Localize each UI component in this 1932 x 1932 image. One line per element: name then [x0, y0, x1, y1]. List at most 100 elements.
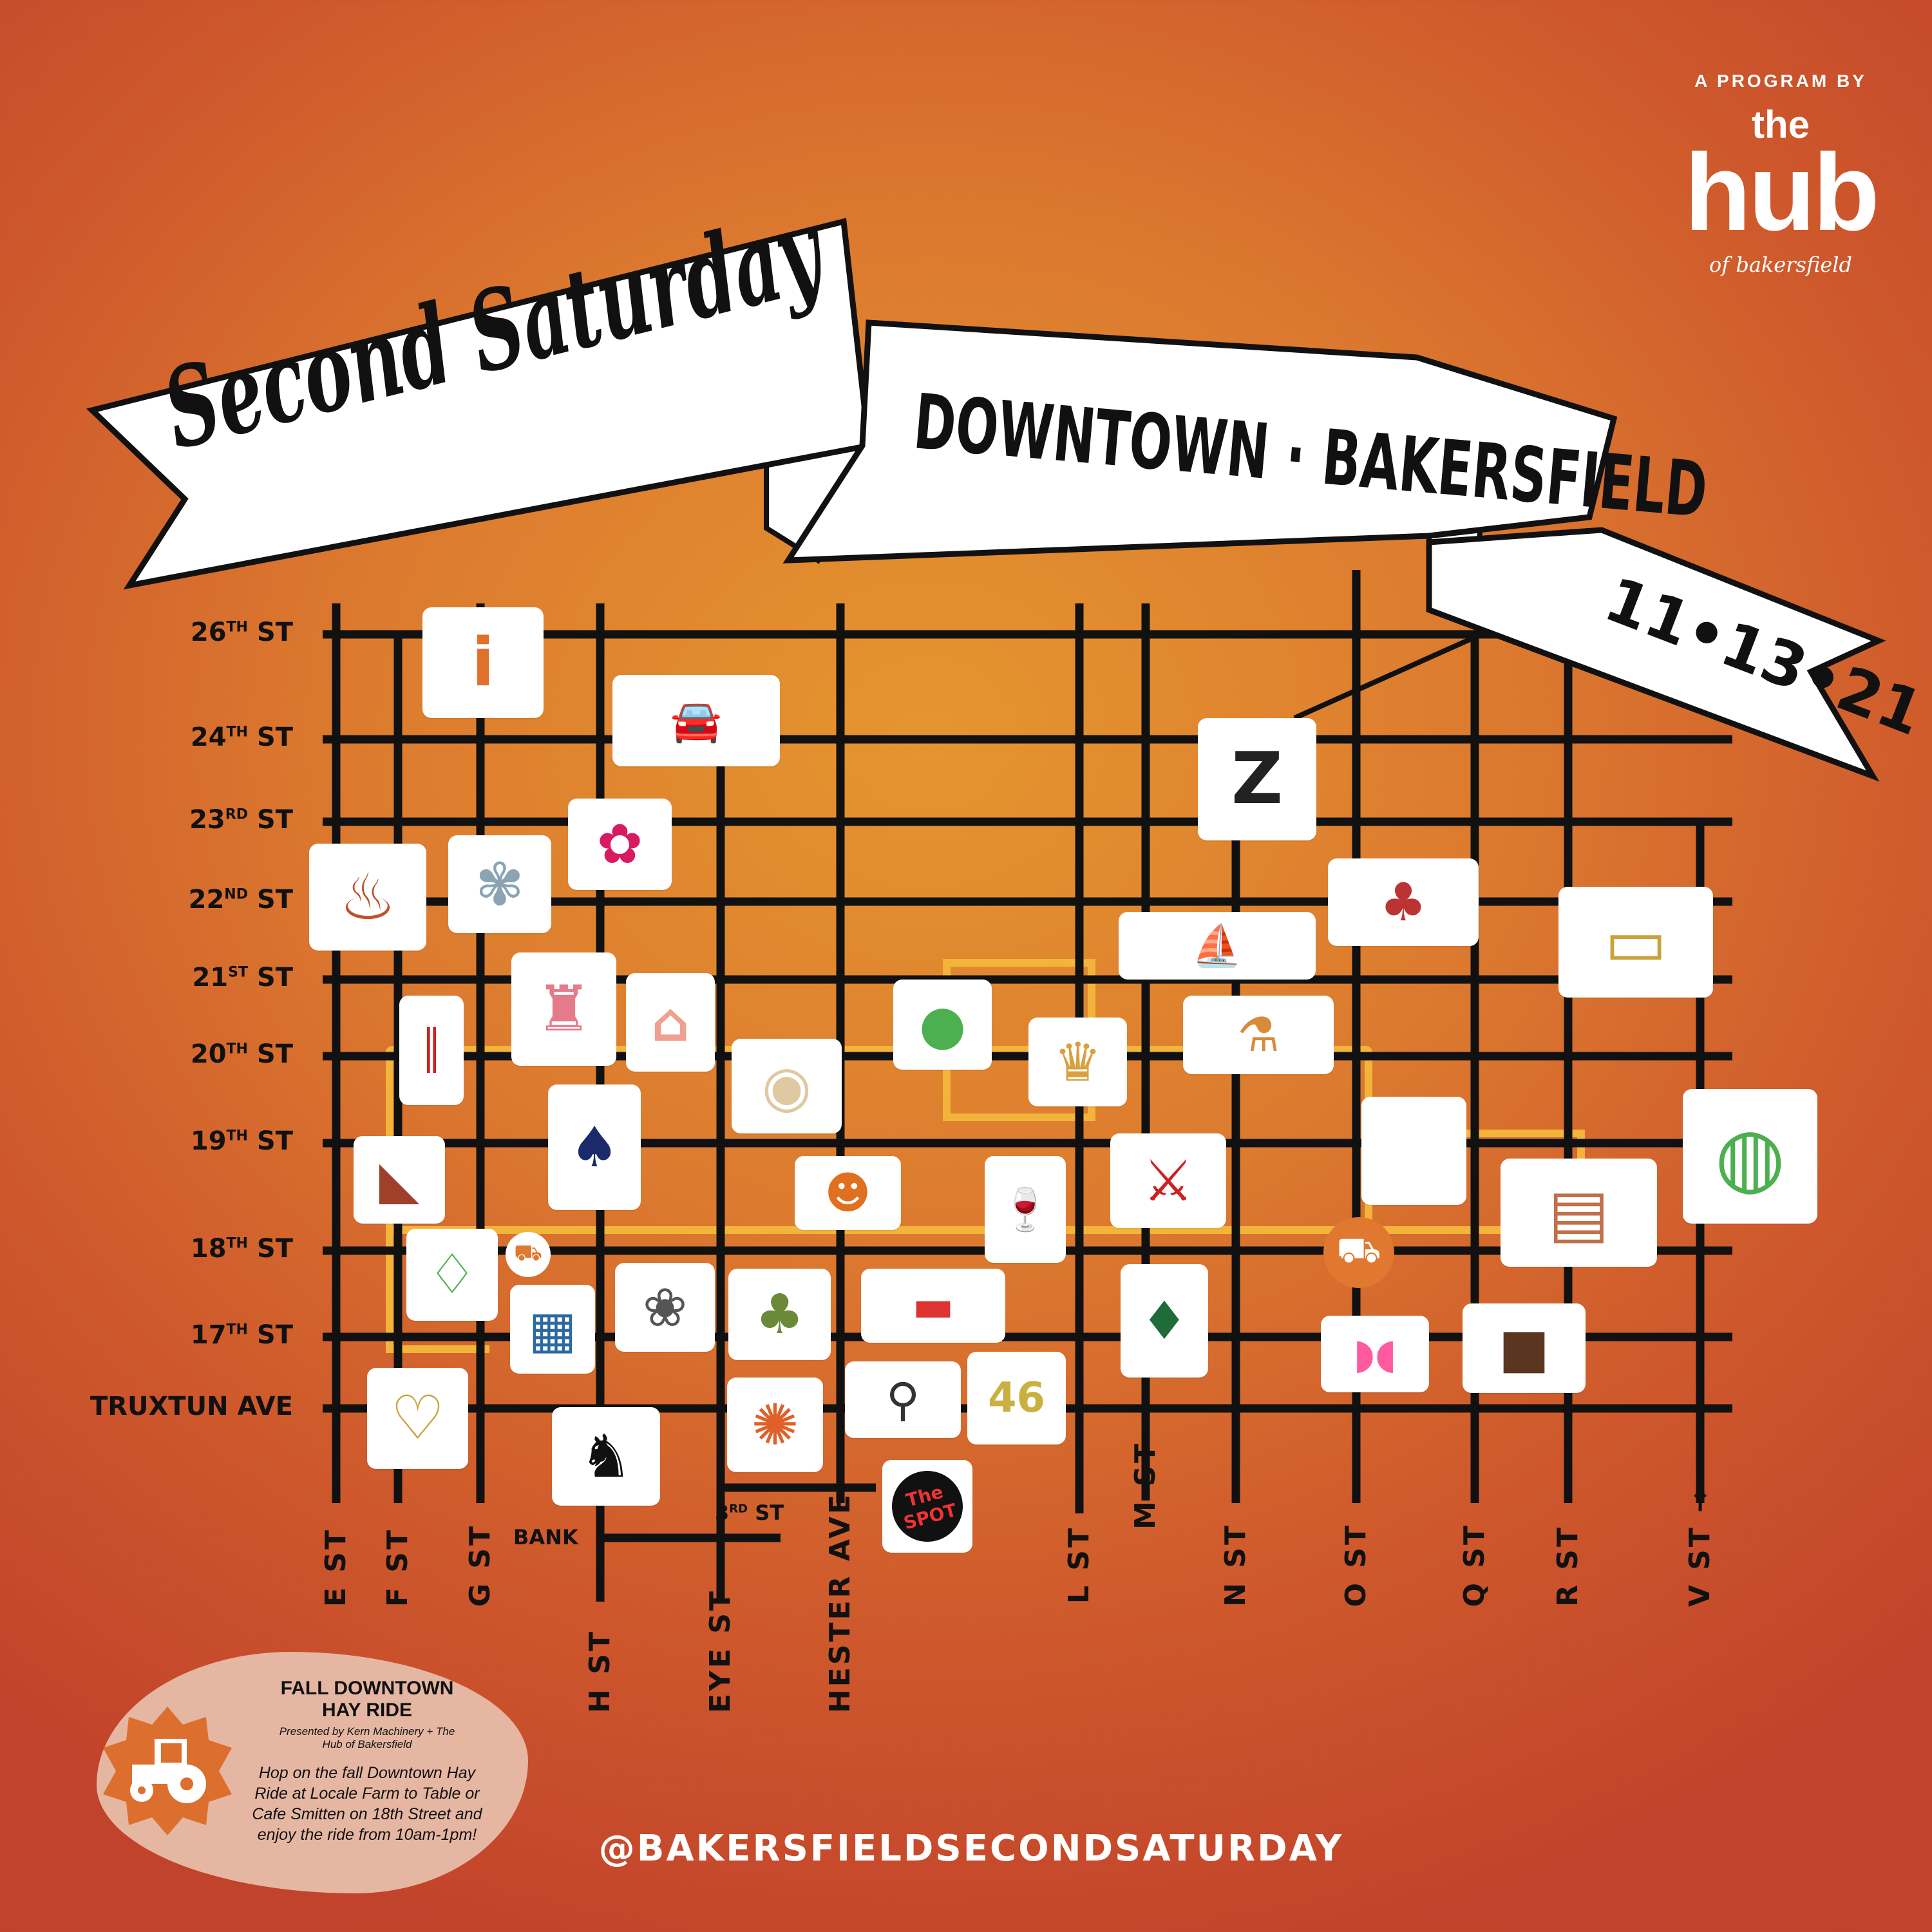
map-marker[interactable]: ♨: [309, 844, 426, 951]
ship-in-bottle-icon: ⛵: [1191, 922, 1243, 969]
street-number: 22: [188, 885, 225, 914]
map-marker[interactable]: i: [422, 607, 544, 718]
map-marker[interactable]: ◣: [354, 1136, 445, 1224]
grocery-bag-icon: ♜: [535, 972, 592, 1046]
wine-icon: 🍷: [999, 1186, 1051, 1234]
street-suffix-sup: TH: [226, 1041, 248, 1057]
map-marker[interactable]: [1361, 1097, 1466, 1205]
house-outline-icon: ⌂: [651, 991, 690, 1054]
street-label-vertical: Q ST: [1458, 1522, 1491, 1607]
radio-icon: ▤: [1548, 1175, 1610, 1251]
street-number: 18: [190, 1234, 227, 1264]
map-marker[interactable]: ✺: [727, 1378, 823, 1472]
grill-icon: ♨: [339, 860, 397, 934]
map-marker[interactable]: ♠: [548, 1084, 641, 1210]
hayride-title-2: HAY RIDE: [321, 1700, 413, 1721]
map-marker[interactable]: ▤: [1501, 1159, 1657, 1267]
map-marker[interactable]: ⚔: [1110, 1133, 1226, 1228]
street-label: TRUXTUN AVE: [16, 1392, 293, 1421]
map-marker[interactable]: ▦: [510, 1285, 595, 1374]
map-marker[interactable]: ♜: [511, 952, 616, 1066]
info-icon: i: [471, 624, 495, 701]
street-number: 19: [190, 1126, 227, 1156]
map-marker[interactable]: 🍷: [985, 1156, 1066, 1263]
bottle-outline-icon: ♢: [427, 1243, 477, 1307]
map-marker[interactable]: 🚘: [612, 675, 780, 766]
map-marker[interactable]: ♛: [1028, 1018, 1127, 1106]
street-suffix: ST: [247, 1234, 293, 1264]
paint-palette-icon: ◉: [762, 1053, 811, 1119]
lab-flask-icon: ⚗: [1237, 1007, 1280, 1063]
banner-pointer-line: [1293, 632, 1482, 721]
armchair-icon: ♛: [1054, 1030, 1102, 1094]
map-marker[interactable]: ☻: [795, 1156, 901, 1230]
map-marker[interactable]: ✿: [568, 799, 672, 890]
map-marker[interactable]: ❀: [615, 1263, 715, 1352]
map-marker[interactable]: ⚗: [1183, 996, 1334, 1074]
map-marker[interactable]: ◗◖: [1321, 1316, 1429, 1392]
map-marker[interactable]: Z: [1198, 718, 1316, 840]
street-number: 21: [192, 963, 229, 992]
map-marker[interactable]: ◍: [1683, 1089, 1817, 1224]
street-suffix-sup: ND: [224, 886, 248, 903]
map-marker[interactable]: ⛵: [1119, 912, 1316, 980]
street-suffix: ST: [247, 885, 293, 914]
map-marker[interactable]: ♢: [406, 1229, 498, 1321]
map-marker[interactable]: ◉: [732, 1039, 842, 1133]
logo-the: the: [1752, 103, 1810, 146]
street-label-vertical: L ST: [1063, 1525, 1095, 1604]
tractor-icon: ⛟: [1323, 1217, 1394, 1288]
pine-tree-diamond-icon: ♦: [1141, 1290, 1188, 1352]
map-marker[interactable]: ♞: [552, 1407, 660, 1506]
map-marker[interactable]: ⌂: [626, 973, 715, 1072]
logo-tagline: A PROGRAM BY: [1694, 71, 1867, 91]
building-icon: ▦: [528, 1299, 577, 1359]
map-marker[interactable]: ⚲: [845, 1361, 961, 1438]
map-marker[interactable]: ▬: [861, 1269, 1005, 1343]
street-label: 21ST ST: [16, 963, 293, 992]
street-suffix-sup: ST: [228, 964, 248, 981]
map-marker[interactable]: ●: [893, 980, 992, 1070]
logo-hub: hub: [1684, 131, 1880, 254]
street-label-vertical: F ST: [381, 1527, 414, 1607]
map-marker[interactable]: ♦: [1121, 1264, 1208, 1378]
title-banner: [86, 218, 1886, 782]
map-marker[interactable]: The SPOT: [882, 1460, 972, 1553]
map-marker[interactable]: ▭: [1558, 887, 1713, 998]
map-marker[interactable]: ║: [399, 996, 464, 1105]
necklace-icon: ♡: [390, 1383, 445, 1454]
map-marker[interactable]: 46: [967, 1352, 1066, 1444]
street-suffix-sup: RD: [225, 806, 248, 823]
map-marker[interactable]: ♡: [367, 1368, 468, 1469]
hayride-title-1: FALL DOWNTOWN: [280, 1678, 454, 1699]
the-spot-logo-icon: The SPOT: [884, 1463, 971, 1550]
instagram-handle[interactable]: @BAKERSFIELDSECONDSATURDAY: [598, 1828, 1344, 1870]
street-suffix: ST: [247, 805, 293, 835]
skateboard-icon: ▬: [912, 1280, 954, 1332]
magnolia-icon: ❀: [642, 1276, 688, 1339]
picture-frames-icon: ▭: [1604, 904, 1667, 981]
map-marker[interactable]: ■: [1463, 1303, 1586, 1393]
street-number: 20: [190, 1039, 227, 1069]
brownie-icon: ■: [1499, 1317, 1549, 1379]
map-marker[interactable]: ♣: [728, 1269, 831, 1360]
banner-right: [1426, 527, 1886, 782]
pink-flower-logo-icon: ✿: [596, 812, 643, 876]
art-design-logo-icon: Z: [1231, 738, 1283, 820]
street-number: TRUXTUN AVE: [90, 1392, 293, 1421]
street-suffix-sup: TH: [226, 1235, 248, 1252]
street-suffix-sup: TH: [226, 724, 248, 741]
street-label-vertical: EYE ST: [704, 1589, 737, 1713]
street-label-3rd: 3RD ST: [715, 1501, 784, 1525]
street-number: 23: [189, 805, 225, 835]
street-label-vertical: N ST: [1219, 1523, 1252, 1607]
map-marker[interactable]: ✾: [448, 835, 551, 933]
streets: [323, 570, 1732, 1602]
map-marker[interactable]: ♣: [1328, 858, 1479, 946]
hayride-presented: Presented by Kern Machinery + The Hub of…: [279, 1725, 455, 1750]
cake-slice-icon: ◣: [379, 1149, 420, 1211]
street-suffix-sup: TH: [226, 1128, 248, 1144]
the-hub-logo: A PROGRAM BY the hub of bakersfield: [1668, 71, 1893, 277]
sunglasses-icon: ◗◖: [1353, 1330, 1397, 1378]
street-label: 23RD ST: [16, 805, 293, 835]
